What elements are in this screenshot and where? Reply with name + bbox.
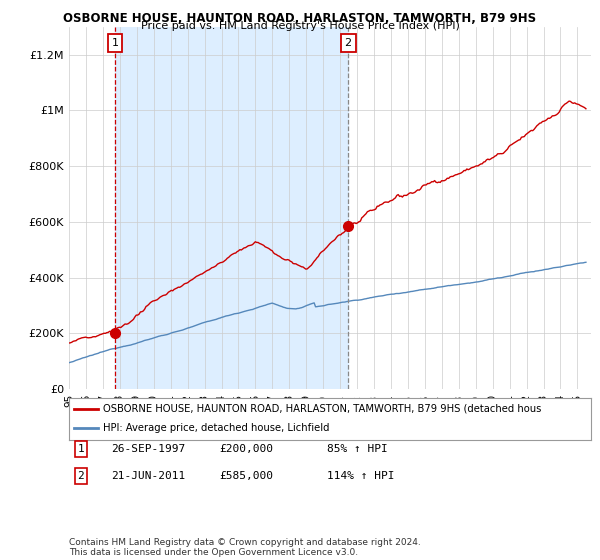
Text: 1: 1: [112, 38, 119, 48]
Text: Price paid vs. HM Land Registry's House Price Index (HPI): Price paid vs. HM Land Registry's House …: [140, 21, 460, 31]
Bar: [115, 27, 348, 389]
Text: 21-JUN-2011: 21-JUN-2011: [111, 471, 185, 481]
Text: 85% ↑ HPI: 85% ↑ HPI: [327, 444, 388, 454]
Text: OSBORNE HOUSE, HAUNTON ROAD, HARLASTON, TAMWORTH, B79 9HS (detached hous: OSBORNE HOUSE, HAUNTON ROAD, HARLASTON, …: [103, 404, 541, 414]
Text: 2: 2: [344, 38, 352, 48]
Text: £585,000: £585,000: [219, 471, 273, 481]
Text: 1: 1: [77, 444, 85, 454]
Text: Contains HM Land Registry data © Crown copyright and database right 2024.
This d: Contains HM Land Registry data © Crown c…: [69, 538, 421, 557]
Text: 114% ↑ HPI: 114% ↑ HPI: [327, 471, 395, 481]
Text: £200,000: £200,000: [219, 444, 273, 454]
Text: HPI: Average price, detached house, Lichfield: HPI: Average price, detached house, Lich…: [103, 423, 329, 433]
Text: 2: 2: [77, 471, 85, 481]
Text: OSBORNE HOUSE, HAUNTON ROAD, HARLASTON, TAMWORTH, B79 9HS: OSBORNE HOUSE, HAUNTON ROAD, HARLASTON, …: [64, 12, 536, 25]
Text: 26-SEP-1997: 26-SEP-1997: [111, 444, 185, 454]
